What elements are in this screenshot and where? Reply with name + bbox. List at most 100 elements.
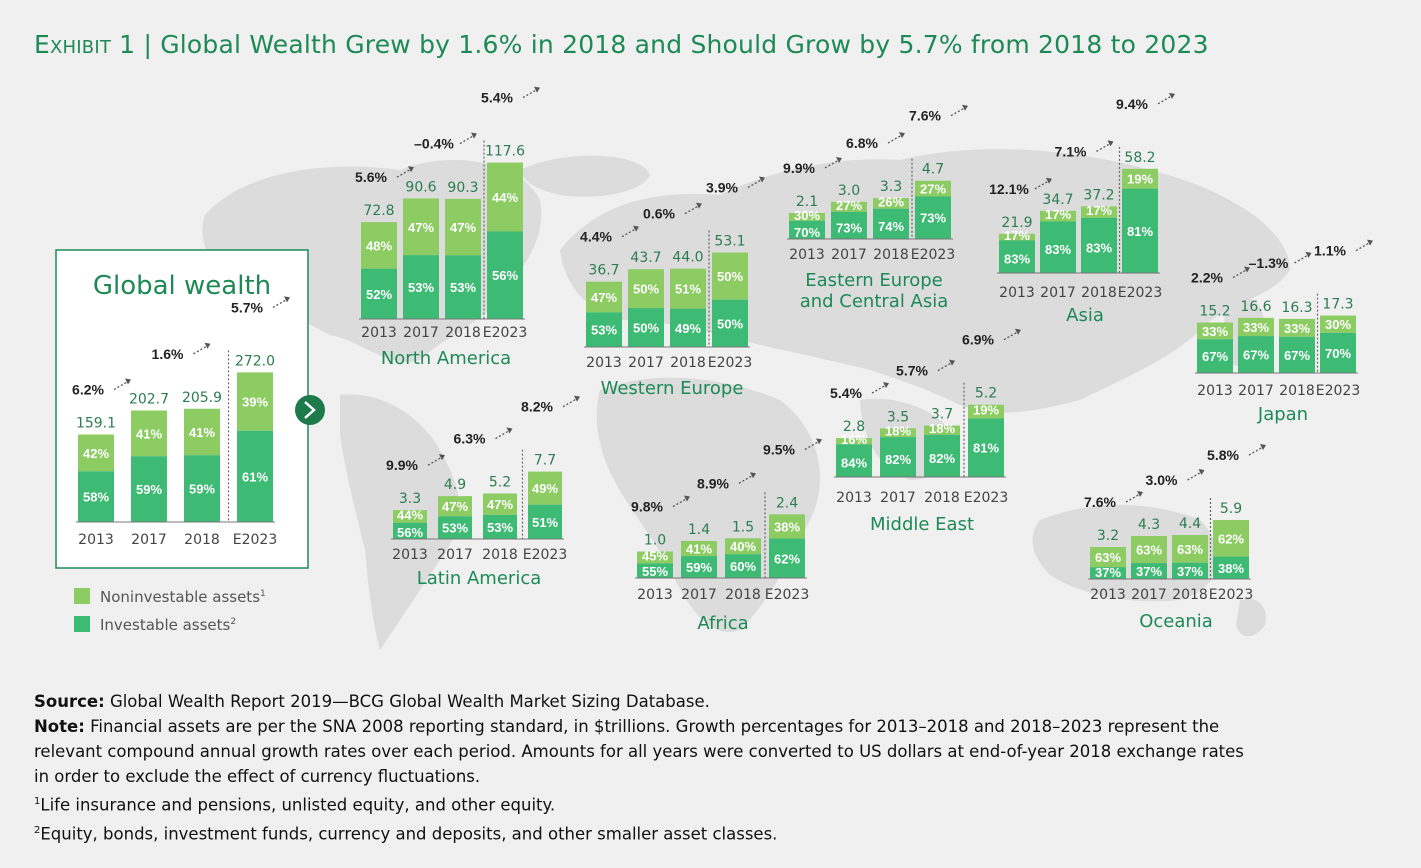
growth-arrowhead-2 <box>899 132 905 139</box>
year-2013: 2013 <box>637 587 673 603</box>
growth-rate-3: 7.6% <box>909 108 941 124</box>
next-arrow-button[interactable] <box>295 395 325 425</box>
growth-rate-1: 9.8% <box>631 499 663 515</box>
bar-noninvestable-2013 <box>1197 322 1233 340</box>
growth-arrowhead-3 <box>1169 92 1175 99</box>
label-investable-2018: 82% <box>929 451 955 466</box>
bar-noninvestable-2013 <box>586 281 622 313</box>
growth-arrow-3 <box>272 298 288 308</box>
total-2013: 2.8 <box>843 419 865 435</box>
chart-latin-america: 56% 44%3.3 2013 53% 47% 4.9 2017 53% 47% 5.2 2018 5… <box>386 395 580 589</box>
growth-rate-3: 9.5% <box>763 441 795 457</box>
bar-investable-2013 <box>361 268 397 319</box>
total-2018: 3.3 <box>880 179 902 195</box>
legend: Noninvestable assets1 Investable assets2 <box>74 588 266 634</box>
label-investable-E2023: 56% <box>492 268 518 283</box>
label-noninvestable-E2023: 39% <box>242 395 268 410</box>
growth-arrowhead-1 <box>1046 177 1052 184</box>
growth-arrowhead-2 <box>506 427 513 434</box>
bar-investable-2017 <box>880 437 916 477</box>
bar-investable-2013 <box>999 240 1035 273</box>
label-noninvestable-E2023: 49% <box>532 481 558 496</box>
chart-oceania: 37%63%3.2201337%63%4.3201737%63%4.420183… <box>1084 444 1266 632</box>
growth-rate-1: 12.1% <box>989 181 1029 197</box>
growth-arrow-1 <box>621 228 637 238</box>
growth-arrow-2 <box>1187 471 1202 481</box>
label-noninvestable-2018: 47% <box>487 497 513 512</box>
label-noninvestable-2017: 33% <box>1243 320 1269 335</box>
label-investable-2018: 83% <box>1086 240 1112 255</box>
growth-arrow-3 <box>1003 331 1019 341</box>
label-investable-2013: 55% <box>642 564 668 579</box>
year-2013: 2013 <box>361 325 397 341</box>
total-E2023: 4.7 <box>922 162 944 178</box>
label-noninvestable-2018: 51% <box>675 282 701 297</box>
label-noninvestable-2013: 42% <box>83 446 109 461</box>
label-noninvestable-2018: 33% <box>1284 321 1310 336</box>
label-noninvestable-2017: 18% <box>885 424 911 439</box>
chart-eastern-europe: 70%30%2.1201373%27%3.0201774%26%3.320187… <box>783 104 968 312</box>
bar-noninvestable-E2023 <box>968 404 1004 419</box>
bar-investable-E2023 <box>237 430 273 522</box>
bar-investable-2018 <box>1081 217 1117 273</box>
bar-investable-E2023 <box>1320 332 1356 373</box>
bar-noninvestable-2017 <box>681 540 717 557</box>
total-2018: 1.5 <box>732 519 754 535</box>
growth-rate-2: 7.1% <box>1055 143 1087 159</box>
bar-investable-2017 <box>438 516 472 539</box>
label-noninvestable-2018: 26% <box>878 194 904 209</box>
year-E2023: E2023 <box>964 490 1008 506</box>
year-E2023: E2023 <box>911 247 955 263</box>
bar-noninvestable-E2023 <box>237 372 273 431</box>
total-2013: 15.2 <box>1199 304 1230 320</box>
bar-noninvestable-2018 <box>725 538 761 555</box>
bar-investable-2018 <box>445 255 481 319</box>
bar-noninvestable-E2023 <box>769 514 805 539</box>
label-investable-E2023: 38% <box>1218 561 1244 576</box>
bar-noninvestable-2017 <box>1040 210 1076 222</box>
year-2017: 2017 <box>403 325 439 341</box>
growth-rate-1: 5.6% <box>355 169 387 185</box>
growth-rate-1: 7.6% <box>1084 494 1116 510</box>
label-noninvestable-2013: 63% <box>1095 550 1121 565</box>
label-noninvestable-2013: 17% <box>1004 228 1030 243</box>
bar-noninvestable-2018 <box>670 268 706 309</box>
bar-noninvestable-2017 <box>831 201 867 212</box>
growth-arrow-3 <box>747 178 763 189</box>
growth-rate-2: –0.4% <box>414 136 454 152</box>
bar-investable-2018 <box>670 308 706 347</box>
label-investable-E2023: 70% <box>1325 346 1351 361</box>
year-E2023: E2023 <box>1316 383 1360 399</box>
label-investable-2017: 37% <box>1136 564 1162 579</box>
total-E2023: 7.7 <box>534 453 556 469</box>
bar-investable-E2023 <box>487 231 523 319</box>
bar-noninvestable-2013 <box>999 233 1035 241</box>
total-E2023: 53.1 <box>714 233 745 249</box>
label-noninvestable-2013: 48% <box>366 238 392 253</box>
bar-noninvestable-E2023 <box>528 471 562 505</box>
growth-rate-2: –1.3% <box>1249 255 1289 271</box>
footnote-2: 2Equity, bonds, investment funds, curren… <box>34 818 1394 847</box>
year-2017: 2017 <box>628 355 664 371</box>
growth-arrowhead-1 <box>439 454 445 461</box>
label-investable-2018: 53% <box>450 280 476 295</box>
growth-arrowhead-3 <box>962 104 968 111</box>
label-noninvestable-E2023: 19% <box>973 403 999 418</box>
growth-arrowhead-3 <box>284 296 290 303</box>
label-noninvestable-2018: 41% <box>189 425 215 440</box>
year-2018: 2018 <box>445 325 481 341</box>
total-2013: 3.2 <box>1097 528 1119 544</box>
year-E2023: E2023 <box>1118 285 1162 301</box>
growth-arrow-2 <box>193 345 208 355</box>
note-text-1: Financial assets are per the SNA 2008 re… <box>90 717 1220 736</box>
footnotes: Source: Global Wealth Report 2019—BCG Gl… <box>34 689 1394 846</box>
label-noninvestable-2018: 63% <box>1177 542 1203 557</box>
growth-arrow-1 <box>1232 268 1248 279</box>
bar-investable-2013 <box>1090 567 1126 579</box>
label-noninvestable-2017: 17% <box>1045 207 1071 222</box>
growth-arrow-2 <box>738 474 754 484</box>
bar-investable-E2023 <box>769 538 805 578</box>
year-2013: 2013 <box>586 355 622 371</box>
